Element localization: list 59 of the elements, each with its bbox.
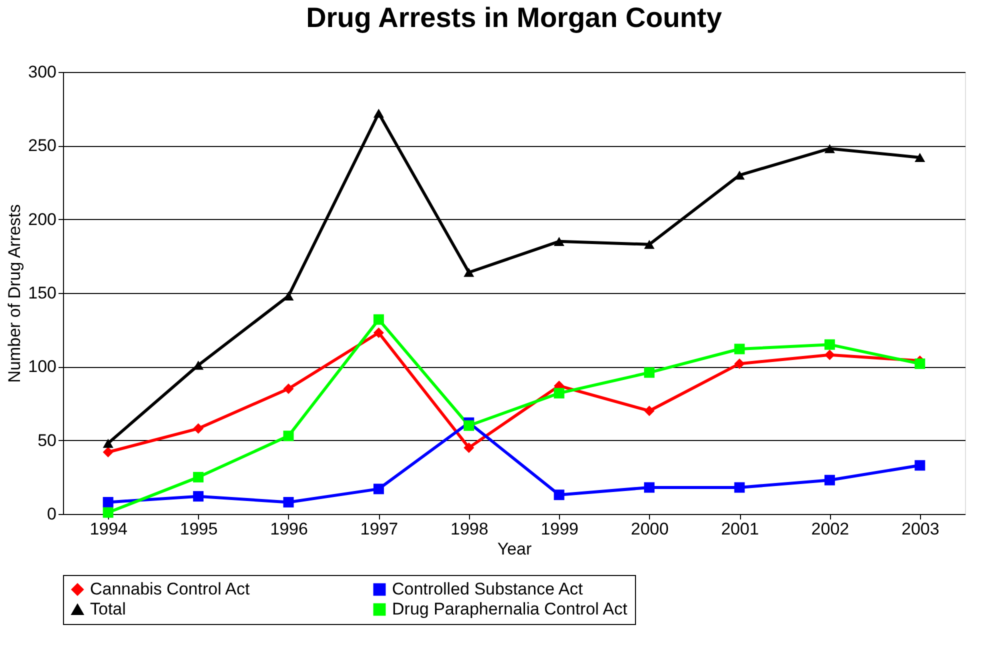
y-tick-label: 150 [28, 284, 56, 302]
x-tick-label: 2000 [630, 520, 669, 538]
point [283, 384, 294, 394]
x-axis-title: Year [497, 540, 532, 558]
point [193, 491, 204, 502]
point [193, 423, 204, 434]
legend-label: Total [90, 600, 126, 618]
point [914, 358, 926, 369]
point [914, 460, 926, 471]
x-tick-label: 2001 [721, 520, 759, 538]
x-tick-label: 1996 [270, 520, 308, 538]
point [734, 482, 745, 493]
point [554, 236, 564, 246]
y-tick-label: 250 [28, 136, 56, 156]
y-tick-label: 50 [38, 430, 56, 450]
point [102, 446, 114, 458]
y-axis-title: Number of Drug Arrests [5, 204, 24, 383]
point [102, 438, 114, 448]
x-tick-label: 2002 [811, 520, 850, 538]
point [644, 482, 655, 493]
legend-label: Drug Paraphernalia Control Act [392, 600, 628, 618]
point [824, 339, 835, 350]
point [734, 358, 745, 369]
point [644, 240, 655, 249]
point [373, 314, 384, 325]
point [824, 350, 835, 360]
point [644, 406, 655, 416]
point [102, 507, 114, 518]
y-tick-label: 200 [28, 210, 56, 229]
point [373, 108, 384, 118]
point [734, 170, 745, 180]
point [464, 268, 474, 277]
x-tick-label: 1998 [450, 520, 488, 538]
y-tick-label: 100 [28, 357, 56, 376]
point [464, 442, 474, 453]
point [373, 328, 384, 338]
point [734, 344, 745, 354]
x-tick-label: 2003 [901, 520, 940, 538]
x-tick-label: 1999 [540, 520, 579, 538]
legend-label: Controlled Substance Act [392, 580, 584, 599]
point [644, 367, 655, 378]
x-tick-label: 1997 [360, 520, 398, 538]
point [102, 496, 114, 508]
y-tick-label: 300 [28, 62, 56, 82]
x-tick-label: 1994 [90, 520, 128, 538]
point [283, 430, 294, 442]
chart-title: Drug Arrests in Morgan County [306, 2, 722, 33]
point [554, 490, 564, 500]
point [464, 420, 474, 431]
y-tick-label: 0 [47, 504, 56, 524]
legend-label: Cannabis Control Act [90, 580, 250, 599]
point [193, 472, 204, 482]
point [824, 144, 835, 154]
point [373, 484, 384, 494]
point [914, 152, 926, 162]
point [283, 496, 294, 508]
point [554, 388, 564, 398]
x-tick-label: 1995 [180, 520, 218, 538]
point [824, 474, 835, 486]
